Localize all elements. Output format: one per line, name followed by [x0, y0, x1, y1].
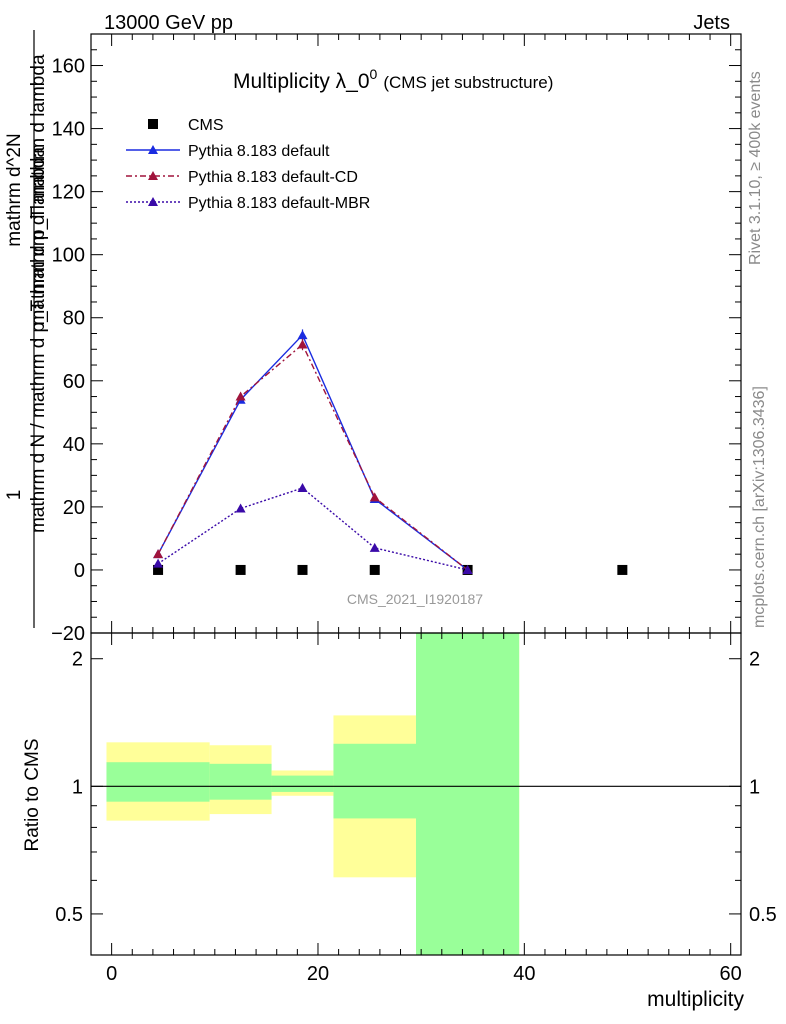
- mcplots-label: mcplots.cern.ch [arXiv:1306.3436]: [751, 386, 768, 628]
- x-tick-label: 20: [307, 963, 329, 985]
- main-ylabel-denominator: mathrm d N / mathrm d p_T mathrm d lambd…: [28, 147, 49, 534]
- ratio-y-tick-label: 2: [72, 649, 83, 671]
- series-marker-mbr: [297, 482, 308, 492]
- ratio-y-tick-label-right: 0.5: [749, 904, 777, 926]
- legend-label: Pythia 8.183 default: [188, 143, 330, 160]
- y-tick-label: 0: [74, 560, 85, 582]
- cms-data-point: [617, 564, 628, 575]
- y-tick-label: 160: [52, 56, 85, 78]
- ratio-y-tick-label: 1: [72, 776, 83, 798]
- ratio-y-tick-label-right: 1: [749, 776, 760, 798]
- y-tick-label: 120: [52, 182, 85, 204]
- header-left: 13000 GeV pp: [104, 12, 233, 34]
- ratio-band-green: [209, 763, 272, 800]
- x-tick-label: 0: [106, 963, 117, 985]
- y-tick-label: 20: [63, 497, 85, 519]
- series-marker-cd: [153, 549, 164, 559]
- legend: CMS Pythia 8.183 default Pythia 8.183 defa…: [126, 117, 370, 212]
- analysis-watermark: CMS_2021_I1920187: [347, 591, 483, 607]
- ratio-y-tick-label-right: 2: [749, 649, 760, 671]
- series-marker-cd: [235, 391, 246, 401]
- y-tick-label: 140: [52, 119, 85, 141]
- y-tick-label: 40: [63, 434, 85, 456]
- legend-label: Pythia 8.183 default-MBR: [188, 195, 370, 212]
- series-marker-cd: [297, 339, 308, 349]
- main-axes: −20 0 20 40 60 80 100 120 140 160: [51, 33, 742, 645]
- chart-title-sup: 0: [370, 66, 378, 82]
- header-right: Jets: [693, 12, 730, 34]
- ratio-y-tick-label: 0.5: [55, 904, 83, 926]
- ratio-axes: 0.5 0.51 12 20 20 40 60: [55, 632, 777, 985]
- series-line-mbr: [157, 487, 468, 571]
- legend-label: CMS: [188, 117, 224, 134]
- legend-marker-default: [148, 145, 158, 154]
- cms-data-point: [153, 564, 164, 575]
- series-marker-mbr: [235, 503, 246, 513]
- ratio-ylabel: Ratio to CMS: [22, 739, 43, 852]
- cms-data-point: [235, 564, 246, 575]
- series-marker-mbr: [153, 558, 164, 568]
- legend-marker-mbr: [148, 197, 158, 206]
- legend-marker-cms: [148, 119, 158, 129]
- ratio-band-green: [271, 775, 334, 792]
- y-tick-label: 60: [63, 371, 85, 393]
- rivet-label: Rivet 3.1.10, ≥ 400k events: [747, 71, 764, 265]
- ratio-frame: [90, 632, 742, 956]
- chart-title-main: Multiplicity λ_0: [233, 70, 370, 93]
- chart-subtitle: (CMS jet substructure): [383, 73, 553, 92]
- ratio-bands: [91, 633, 741, 955]
- x-axis-label: multiplicity: [647, 988, 744, 1011]
- x-tick-label: 60: [720, 963, 742, 985]
- series-marker-mbr: [462, 564, 473, 574]
- series-marker-default: [297, 330, 308, 340]
- legend-label: Pythia 8.183 default-CD: [188, 169, 358, 186]
- ratio-band-green: [333, 743, 416, 819]
- main-series: [153, 329, 628, 575]
- series-marker-mbr: [369, 542, 380, 552]
- main-ylabel-inner-numerator: mathrm d^2N: [4, 133, 25, 246]
- main-ylabel-numerator: 1: [4, 490, 25, 501]
- ratio-band-green: [106, 762, 210, 802]
- series-line-default: [157, 333, 469, 571]
- y-tick-label: 100: [52, 245, 85, 267]
- y-tick-label: 80: [63, 308, 85, 330]
- x-tick-label: 40: [513, 963, 535, 985]
- cms-data-point: [369, 564, 380, 575]
- legend-marker-cd: [148, 171, 158, 180]
- chart-title: Multiplicity λ_00 (CMS jet substructure): [233, 66, 553, 93]
- y-tick-label: −20: [51, 623, 85, 645]
- series-marker-cd: [369, 492, 380, 502]
- series-line-cd: [157, 343, 469, 571]
- main-ylabel-inner-denominator: mathrm d p_T mathrm d lambda: [28, 54, 49, 325]
- cms-data-point: [297, 564, 308, 575]
- ratio-band-green: [416, 633, 520, 955]
